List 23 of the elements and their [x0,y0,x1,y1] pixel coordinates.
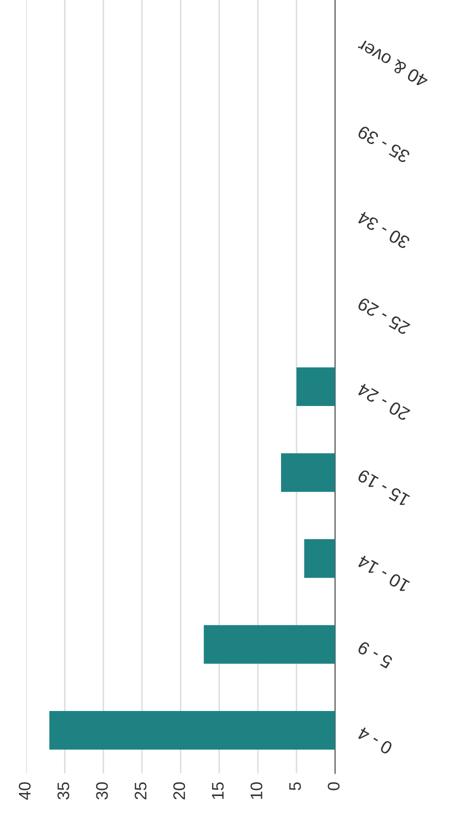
y-tick-label: 0 - 4 [356,726,394,755]
y-tick-label: 20 - 24 [356,382,410,422]
bar [281,453,336,492]
y-tick-label: 15 - 19 [356,468,410,507]
bar [49,711,336,750]
y-tick-label: 35 - 39 [356,125,411,164]
x-tick-label: 40 [18,782,31,800]
y-tick-label: 25 - 29 [356,296,410,336]
x-tick-label: 10 [250,782,262,799]
x-tick-label: 30 [96,782,108,800]
bar [304,539,336,578]
x-tick-label: 35 [57,782,70,800]
x-tick-label: 5 [289,782,301,790]
y-tick-label: 40 & over [356,38,430,88]
y-tick-label: 30 - 34 [356,210,411,250]
y-tick-label: 5 - 9 [356,640,394,669]
bar [296,367,336,406]
x-tick-label: 0 [328,782,340,790]
y-tick-label: 10 - 14 [356,554,410,593]
x-tick-label: 25 [134,782,146,800]
x-tick-label: 20 [173,782,186,800]
x-tick-label: 15 [212,782,224,799]
bar [204,625,336,664]
